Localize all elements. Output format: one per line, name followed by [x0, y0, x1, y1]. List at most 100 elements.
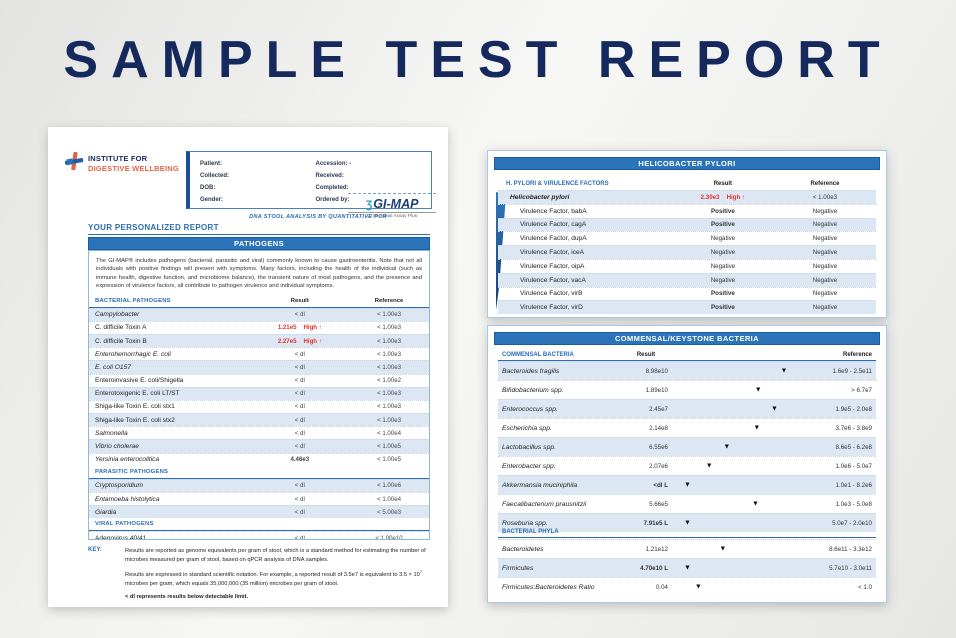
commensal-row: Akkermansia muciniphila <dl L ▼ 1.0e1 - 8.2…: [498, 475, 876, 494]
commensal-table-header: COMMENSAL BACTERIA Result Reference: [498, 350, 876, 361]
pathogen-name: Entamoeba histolytica: [95, 495, 160, 503]
abundance-marker-icon: ▼: [754, 386, 762, 394]
result-value: < dl: [294, 350, 305, 358]
hpylori-row: Virulence Factor, vacA Negative Negative: [498, 272, 876, 287]
pathogen-row: Entamoeba histolytica < dl < 1.00e4: [89, 492, 429, 505]
abundance-bar: ▼: [682, 405, 818, 413]
key-paragraph-2: Results are expressed in standard scient…: [125, 569, 423, 587]
abundance-marker-icon: ▼: [705, 462, 713, 470]
patient-field: Collected:: [200, 173, 230, 179]
abundance-marker-icon: ▼: [780, 367, 788, 375]
hpylori-row: Virulence Factor, dupA Negative Negative: [498, 231, 876, 245]
personalized-report-label: YOUR PERSONALIZED REPORT: [88, 223, 430, 235]
key-paragraph-3: < dl represents results below detectable…: [125, 594, 249, 601]
reference-value: < 1.00e3: [377, 416, 401, 424]
pathogen-row: Cryptosporidium < dl < 1.00e6: [89, 478, 429, 492]
assay-tagline: DNA STOOL ANALYSIS BY QUANTITATIVE PCR: [249, 214, 387, 220]
result-value: < dl: [294, 403, 305, 411]
group-label: COMMENSAL BACTERIA: [502, 352, 574, 358]
abundance-bar: ▼: [682, 462, 818, 470]
abundance-bar: ▼: [682, 583, 818, 591]
commensal-row: Roseburia spp. 7.91e5 L ▼ 5.0e7 - 2.0e10: [498, 513, 876, 532]
pathogens-intro: The GI-MAP® includes pathogens (bacteria…: [96, 258, 422, 290]
patient-field: Completed:: [315, 185, 349, 191]
result-value: < dl: [294, 482, 305, 490]
result-column-header: Result: [290, 297, 309, 304]
result-value: Negative: [710, 249, 736, 257]
organism-name: Bacteroides fragilis: [502, 367, 560, 375]
result-value: 6.55e6: [649, 443, 668, 451]
abundance-marker-icon: ▼: [683, 481, 691, 489]
pathogen-row: Vibrio cholerae < dl < 1.00e5: [89, 439, 429, 453]
organism-name: Bacteroidetes: [502, 545, 544, 553]
pathogen-name: Salmonella: [95, 429, 128, 437]
commensal-row: Faecalibacterium prausnitzii 5.66e5 ▼ 1.0e3…: [498, 494, 876, 513]
reference-value: Negative: [812, 221, 838, 229]
result-value: 2.27e5: [277, 337, 297, 345]
reference-value: 8.6e5 - 6.2e8: [835, 443, 872, 451]
pathogen-name: C. difficile Toxin A: [95, 324, 147, 332]
pathogen-row: Adenovirus 40/41 < dl < 1.00e10: [89, 531, 429, 540]
reference-value: > 6.7e7: [851, 386, 872, 394]
pathogen-name: Shiga-like Toxin E. coli stx2: [95, 416, 175, 424]
result-value: < dl: [294, 508, 305, 516]
organism-name: Faecalibacterium prausnitzii: [502, 500, 587, 508]
institute-logo: INSTITUTE FOR DIGESTIVE WELLBEING: [64, 151, 179, 176]
pathogen-name: C. difficile Toxin B: [95, 337, 147, 345]
pathogen-row: C. difficile Toxin B 2.27e5 High ↑ < 1.00e3: [89, 333, 429, 348]
patient-field: DOB:: [200, 185, 216, 191]
group-label: PARASITIC PATHOGENS: [89, 466, 429, 479]
abundance-marker-icon: ▼: [751, 500, 759, 508]
organism-name: Roseburia spp.: [502, 519, 548, 527]
reference-value: < 1.00e3: [377, 363, 401, 371]
result-value: < dl: [294, 534, 305, 540]
commensal-row: Bifidobacterium spp. 1.89e10 ▼ > 6.7e7: [498, 380, 876, 399]
result-value: 4.70e10 L: [640, 564, 668, 572]
result-value: Positive: [711, 221, 735, 229]
reference-value: 1.0e6 - 5.0e7: [835, 462, 872, 470]
hpylori-row: Virulence Factor, babA Positive Negative: [498, 203, 876, 218]
result-value: < dl: [294, 443, 305, 451]
commensal-row: Bacteroides fragilis 8.98e10 ▼ 1.6e9 - 2.5e…: [498, 361, 876, 380]
result-value: < dl: [294, 495, 305, 503]
organism-name: Akkermansia muciniphila: [502, 481, 578, 489]
pathogen-name: Giardia: [95, 508, 117, 516]
hpylori-row: Virulence Factor, virB Positive Negative: [498, 286, 876, 301]
hpylori-row: Virulence Factor, cagA Positive Negative: [498, 217, 876, 232]
result-value: < dl: [294, 377, 305, 385]
reference-value: < 1.00e3: [812, 193, 838, 201]
reference-value: Negative: [812, 304, 838, 312]
result-value: 2.14e8: [649, 424, 668, 432]
pathogen-row: Giardia < dl < 5.00e3: [89, 505, 429, 519]
pathogens-table-header: BACTERIAL PATHOGENS Result Reference: [89, 295, 429, 308]
result-value: 0.04: [655, 583, 668, 591]
hpylori-row: Helicobacter pylori 2.30e3 High ↑ < 1.00e3: [498, 190, 876, 204]
abundance-bar: ▼: [682, 367, 818, 375]
reference-value: < 1.00e5: [377, 443, 401, 451]
abundance-marker-icon: ▼: [719, 545, 727, 553]
pathogen-name: Shiga-like Toxin E. coli stx1: [95, 403, 175, 411]
virulence-factor-name: Virulence Factor, oipA: [520, 262, 585, 270]
result-value: 5.66e5: [649, 500, 668, 508]
phyla-row: Firmicutes:Bacteroidetes Ratio 0.04 ▼ < 1.0: [498, 577, 876, 596]
hpylori-banner: HELICOBACTER PYLORI: [494, 157, 880, 170]
abundance-bar: ▼: [682, 500, 818, 508]
result-value: 1.21e5: [277, 324, 297, 332]
organism-name: Bifidobacterium spp.: [502, 386, 564, 394]
reference-value: < 1.00e6: [377, 482, 401, 490]
organism-name: Firmicutes: [502, 564, 534, 572]
phyla-row: Bacteroidetes 1.21e12 ▼ 8.6e11 - 3.3e12: [498, 539, 876, 558]
virulence-factor-name: Virulence Factor, virB: [520, 290, 583, 298]
commensal-row: Lactobacillus spp. 6.55e6 ▼ 8.6e5 - 6.2e8: [498, 437, 876, 456]
reference-column-header: Reference: [842, 352, 872, 358]
pathogen-name: Vibrio cholerae: [95, 443, 139, 451]
result-value: Positive: [711, 304, 735, 312]
patient-field: Accession: -: [315, 161, 352, 167]
pathogen-name: Yersinia enterocolitica: [95, 456, 160, 464]
page-title: SAMPLE TEST REPORT: [63, 31, 893, 89]
reference-value: Negative: [812, 262, 838, 270]
virulence-factor-name: Virulence Factor, dupA: [520, 235, 587, 243]
reference-value: 1.9e5 - 2.0e8: [835, 405, 872, 413]
abundance-bar: ▼: [682, 545, 818, 553]
result-value: < dl: [294, 416, 305, 424]
